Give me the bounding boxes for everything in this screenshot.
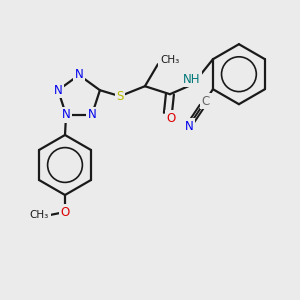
Text: C: C bbox=[202, 95, 210, 108]
Text: CH₃: CH₃ bbox=[30, 210, 49, 220]
Text: S: S bbox=[116, 90, 124, 103]
Text: N: N bbox=[62, 108, 70, 121]
Text: CH₃: CH₃ bbox=[160, 55, 179, 65]
Text: N: N bbox=[88, 108, 96, 121]
Text: O: O bbox=[60, 206, 70, 218]
Text: N: N bbox=[75, 68, 83, 82]
Text: O: O bbox=[166, 112, 176, 125]
Text: N: N bbox=[184, 120, 193, 133]
Text: NH: NH bbox=[183, 73, 201, 86]
Text: N: N bbox=[54, 84, 62, 97]
